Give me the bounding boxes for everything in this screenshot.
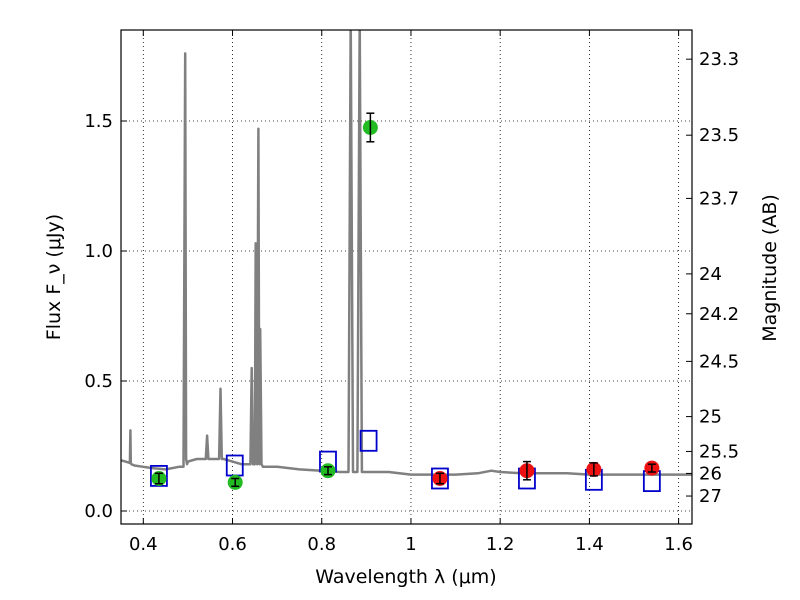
mag-tick-label: 24.2: [699, 304, 739, 325]
mag-tick-label: 23.5: [699, 125, 739, 146]
y-tick-label: 1.5: [84, 111, 113, 132]
x-tick-label: 1.2: [486, 534, 515, 555]
spectrum-line: [121, 30, 692, 476]
x-tick-label: 0.8: [307, 534, 336, 555]
x-axis: 0.4 0.6 0.8 1 1.2 1.4 1.6: [129, 30, 693, 555]
y-axis-right-label: Magnitude (AB): [759, 194, 781, 342]
x-tick-label: 1: [405, 534, 416, 555]
y-tick-label: 1.0: [84, 241, 113, 262]
plot-frame: [120, 29, 693, 525]
model-point: [225, 454, 244, 477]
x-axis-label: Wavelength λ (μm): [315, 566, 496, 588]
spectrum-layer: [121, 30, 692, 476]
mag-tick-label: 25: [699, 407, 722, 428]
x-tick-label: 0.4: [129, 534, 158, 555]
model-point: [359, 429, 378, 452]
y-axis-label: Flux F_ν (μJy): [43, 214, 65, 340]
x-tick-label: 1.6: [664, 534, 693, 555]
x-tick-label: 1.4: [575, 534, 604, 555]
y-axis-left: 0.0 0.5 1.0 1.5: [84, 111, 127, 522]
mag-tick-label: 26: [699, 463, 722, 484]
model-points-layer: [150, 429, 661, 493]
observed-points-layer: [151, 112, 660, 490]
mag-tick-label: 23.3: [699, 49, 739, 70]
mag-tick-label: 27: [699, 486, 722, 507]
y-tick-label: 0.0: [84, 501, 113, 522]
mag-tick-label: 23.7: [699, 188, 739, 209]
y-tick-label: 0.5: [84, 371, 113, 392]
x-tick-label: 0.6: [218, 534, 247, 555]
mag-tick-label: 24: [699, 264, 722, 285]
mag-tick-label: 24.5: [699, 351, 739, 372]
model-point: [431, 467, 449, 490]
mag-tick-label: 25.5: [699, 441, 739, 462]
